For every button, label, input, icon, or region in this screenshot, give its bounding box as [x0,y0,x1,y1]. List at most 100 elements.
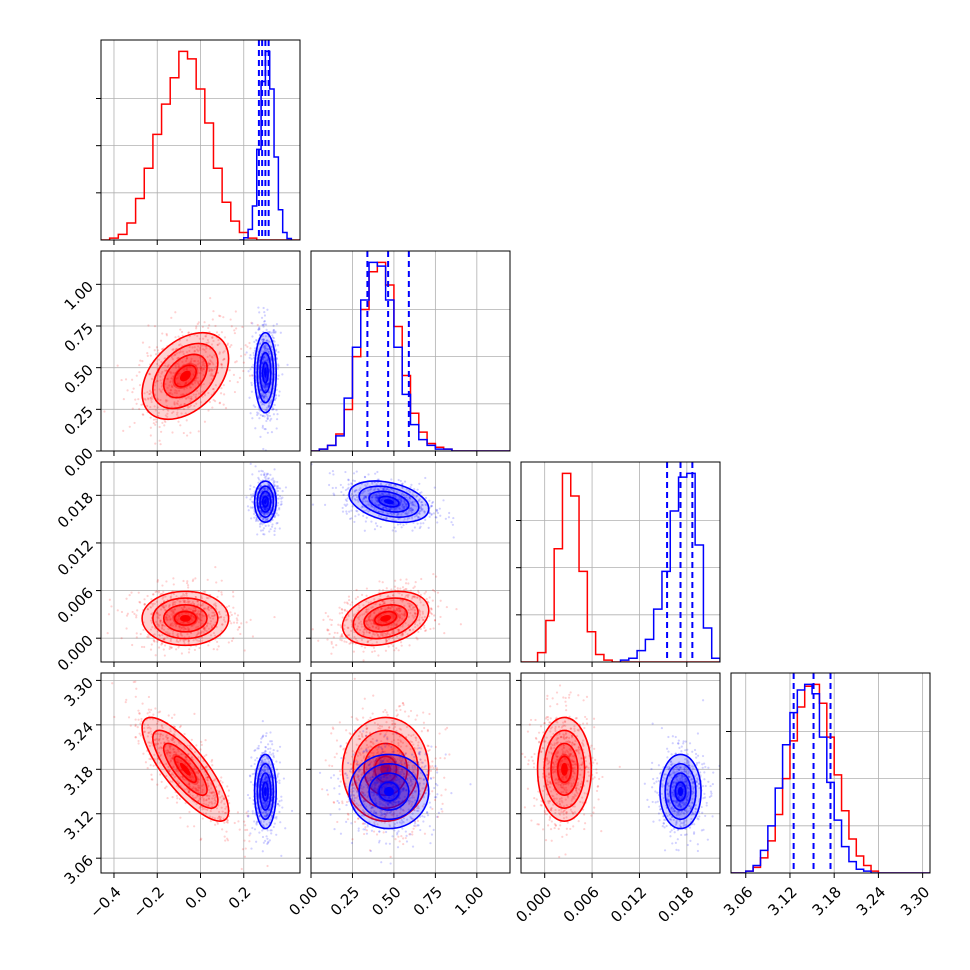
grid-lines [101,462,300,662]
contour-line [378,781,400,802]
y-tick-label: 0.006 [54,584,97,627]
grid-lines [311,462,510,662]
contour-line [256,762,275,821]
density-peak [383,499,394,505]
pair-panel-3-1 [306,672,511,878]
x-tick-label: 0.50 [368,883,404,919]
contour-line [550,742,579,797]
density-peak [179,370,191,382]
diag-panel-2 [516,461,721,667]
x-tick-label: 1.00 [451,883,487,919]
contour-line [259,772,272,811]
panel-frame [310,672,511,874]
x-tick-label: 0.000 [512,883,555,926]
grid-lines [521,673,720,873]
y-tick-label: 0.000 [54,631,97,674]
x-tick-label: 0.00 [285,883,321,919]
contour-line [374,610,398,626]
grid-lines [101,40,300,240]
y-tick-label: 3.30 [61,674,97,710]
pair-panel-3-2 [516,672,721,878]
x-tick-label: −0.4 [86,883,124,921]
contour-line [536,716,593,822]
contour-line [261,781,269,802]
contour-line [259,351,272,394]
contour-line [152,597,219,640]
contour-line [556,755,572,784]
contour-line [162,353,208,399]
pair-panel-2-0 [96,461,301,667]
contour-line [141,716,230,822]
contour-line [152,342,219,410]
histogram-series-1 [731,683,930,873]
diag-panel-0 [96,39,301,245]
contour-line [253,331,278,414]
y-tick-label: 0.018 [54,489,97,532]
y-tick-label: 0.25 [61,403,97,439]
density-peak [264,499,267,505]
x-tick-label: 0.0 [182,883,212,913]
contour-line [341,590,430,647]
contour-line [368,490,410,513]
scatter-series-0 [321,677,451,858]
grid-lines [521,462,720,662]
contour-line [543,729,586,809]
density-peak [264,786,267,797]
y-tick-label: 3.12 [61,807,97,843]
x-tick-label: 3.18 [809,883,845,919]
histogram-series-0 [521,472,720,662]
x-tick-label: 3.24 [853,883,889,919]
x-tick-label: 0.25 [327,883,363,919]
contour-line [363,604,408,633]
scatter-series-1 [643,699,720,853]
diag-panel-3 [726,672,931,878]
panel-frame [310,461,511,663]
contour-line [352,729,419,809]
contour-line [152,729,219,809]
contour-line [664,762,697,821]
contour-line [256,341,275,404]
x-tick-label: 3.30 [897,883,933,919]
contour-line [261,495,269,508]
contour-line [261,361,269,384]
contour-line [669,772,692,811]
contour-line [253,753,278,830]
histogram-series-0 [101,50,300,240]
density-peak [179,614,191,622]
panel-frame [310,250,511,452]
density-peak [264,367,267,378]
contour-line [659,753,702,830]
x-tick-label: 0.75 [410,883,446,919]
contour-line [173,610,197,626]
y-tick-label: 3.18 [61,763,97,799]
contour-line [348,480,430,524]
grid-lines [311,673,510,873]
pair-panel-1-0 [96,250,301,456]
contour-line [358,762,420,821]
density-peak [179,762,191,776]
pair-panel-2-1 [306,461,511,667]
panel-frame [520,672,721,874]
contour-line [348,753,430,830]
contour-line [358,485,420,518]
scatter-series-0 [106,565,276,662]
x-tick-label: 3.06 [720,883,756,919]
scatter-series-1 [318,729,472,865]
x-tick-label: 3.12 [764,883,800,919]
x-tick-label: 0.012 [607,883,650,926]
panel-frame [520,461,721,663]
x-tick-label: 0.006 [560,883,603,926]
grid-lines [311,251,510,451]
pair-panel-3-0 [96,672,301,878]
x-tick-label: −0.2 [129,883,167,921]
histogram-series-0 [311,261,510,451]
contour-line [674,781,687,802]
contour-line [141,331,230,421]
contour-line [341,716,430,822]
x-tick-label: 0.2 [225,883,255,913]
contour-line [141,590,230,647]
contour-line [368,772,410,811]
contour-line [173,755,197,784]
y-tick-label: 0.012 [54,536,97,579]
